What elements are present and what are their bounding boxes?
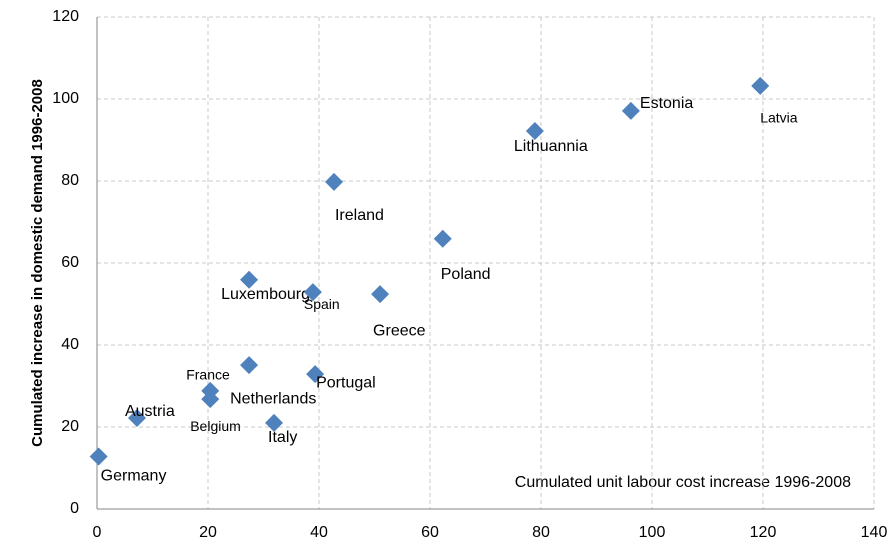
- x-tick-label: 40: [310, 524, 328, 541]
- y-tick-label: 0: [70, 500, 79, 517]
- x-tick-label: 20: [199, 524, 217, 541]
- point: [240, 356, 259, 375]
- point: [525, 121, 544, 140]
- point-label: Austria: [125, 403, 175, 420]
- point-label: Portugal: [316, 374, 376, 391]
- x-tick-label: 120: [750, 524, 777, 541]
- point-label: Belgium: [190, 418, 241, 434]
- x-tick-label: 80: [532, 524, 550, 541]
- y-tick-label: 80: [61, 172, 79, 189]
- point: [303, 283, 322, 302]
- y-tick-label: 100: [52, 90, 79, 107]
- point-label: Germany: [101, 468, 167, 485]
- point-label: Spain: [304, 296, 340, 312]
- point-label: Greece: [373, 322, 426, 339]
- point-label: Ireland: [335, 207, 384, 224]
- point: [201, 381, 220, 400]
- y-tick-label: 40: [61, 336, 79, 353]
- point: [127, 408, 146, 427]
- point: [89, 447, 108, 466]
- y-tick-label: 120: [52, 8, 79, 25]
- point: [371, 285, 390, 304]
- point-label: Lithuannia: [514, 138, 588, 155]
- point-label: Netherlands: [230, 390, 316, 407]
- annotation: Cumulated unit labour cost increase 1996…: [515, 474, 851, 491]
- x-tick-label: 0: [93, 524, 102, 541]
- point: [240, 270, 259, 289]
- point: [265, 413, 284, 432]
- x-tick-label: 140: [861, 524, 888, 541]
- point-label: Estonia: [640, 95, 693, 112]
- y-tick-label: 20: [61, 418, 79, 435]
- x-tick-label: 100: [639, 524, 666, 541]
- point-label: Luxembourg: [221, 286, 310, 303]
- point: [433, 229, 452, 248]
- point-label: France: [186, 367, 230, 383]
- x-tick-label: 60: [421, 524, 439, 541]
- point-label: Poland: [441, 266, 491, 283]
- point: [306, 365, 325, 384]
- point: [621, 101, 640, 120]
- point: [324, 172, 343, 191]
- point: [751, 76, 770, 95]
- point-label: Latvia: [760, 110, 798, 126]
- y-tick-label: 60: [61, 254, 79, 271]
- point-label: Italy: [268, 429, 297, 446]
- y-axis-title: Cumulated increase in domestic demand 19…: [29, 79, 46, 447]
